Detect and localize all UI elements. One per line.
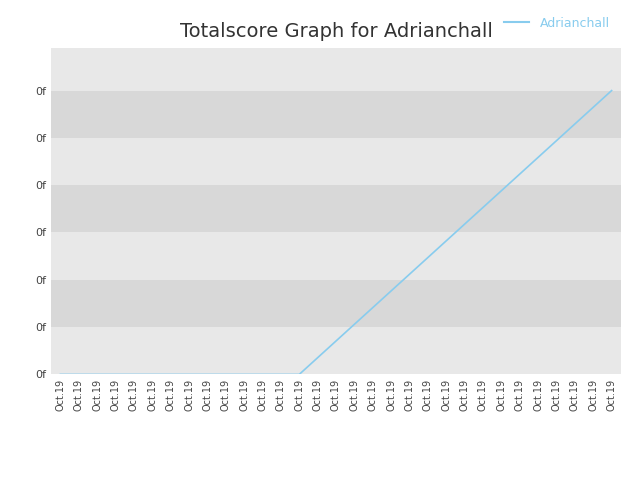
Adrianchall (589, 104, 597, 110)
Adrianchall (351, 322, 358, 327)
Adrianchall (93, 372, 101, 377)
Title: Totalscore Graph for Adrianchall: Totalscore Graph for Adrianchall (180, 22, 492, 41)
Line: Adrianchall: Adrianchall (60, 91, 612, 374)
Adrianchall (442, 238, 450, 244)
Adrianchall (75, 372, 83, 377)
Adrianchall (332, 338, 340, 344)
Adrianchall (240, 372, 248, 377)
Adrianchall (571, 121, 579, 127)
Adrianchall (553, 138, 561, 144)
Adrianchall (534, 155, 542, 160)
Adrianchall (148, 372, 156, 377)
Bar (51, 48, 621, 91)
Adrianchall (185, 372, 193, 377)
Adrianchall (314, 355, 321, 360)
Adrianchall (608, 88, 616, 94)
Bar (51, 91, 621, 138)
Legend: Adrianchall: Adrianchall (499, 12, 614, 35)
Adrianchall (277, 372, 285, 377)
Bar (51, 138, 621, 185)
Adrianchall (259, 372, 266, 377)
Adrianchall (369, 305, 376, 311)
Adrianchall (479, 204, 487, 210)
Adrianchall (461, 221, 468, 227)
Adrianchall (296, 372, 303, 377)
Adrianchall (167, 372, 175, 377)
Adrianchall (406, 271, 413, 277)
Adrianchall (130, 372, 138, 377)
Adrianchall (424, 255, 432, 261)
Adrianchall (56, 372, 64, 377)
Adrianchall (387, 288, 395, 294)
Adrianchall (497, 188, 505, 193)
Adrianchall (516, 171, 524, 177)
Bar (51, 327, 621, 374)
Bar (51, 232, 621, 280)
Adrianchall (111, 372, 119, 377)
Adrianchall (204, 372, 211, 377)
Adrianchall (222, 372, 230, 377)
Bar (51, 185, 621, 232)
Bar (51, 280, 621, 327)
